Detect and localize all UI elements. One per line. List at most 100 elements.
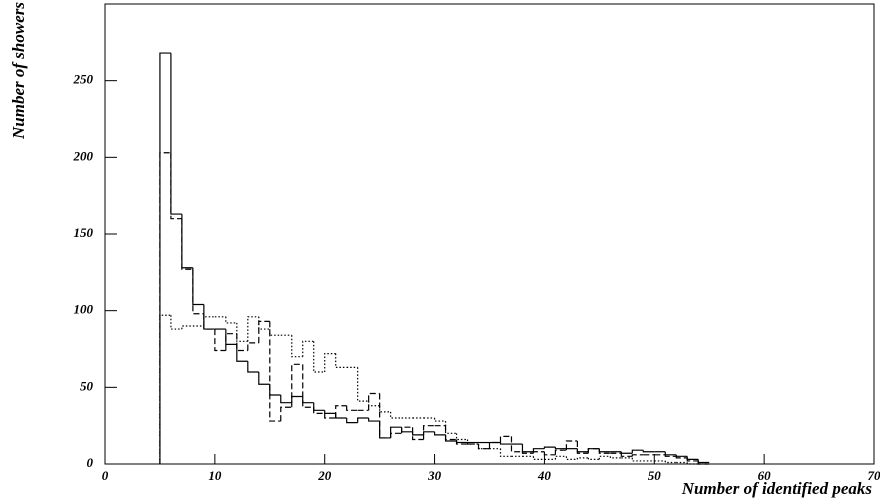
histogram-step: [587, 448, 600, 454]
histogram-step: [532, 451, 545, 454]
histogram-step: [379, 393, 391, 439]
y-tick-label: 150: [74, 225, 94, 240]
histogram-step: [368, 418, 380, 422]
histogram-step: [598, 455, 611, 460]
histogram-step: [313, 341, 325, 373]
histogram-step: [686, 457, 699, 462]
histogram-step: [181, 214, 193, 269]
histogram-step: [477, 444, 490, 450]
histogram-step: [390, 432, 402, 438]
histogram-step: [390, 411, 402, 419]
histogram-step: [587, 457, 600, 460]
histogram-step: [675, 454, 688, 457]
histogram-step: [258, 316, 270, 330]
histogram-step: [181, 325, 193, 330]
histogram-step: [324, 410, 336, 414]
histogram-step: [631, 457, 644, 462]
x-tick-label: 70: [868, 468, 880, 483]
histogram-step: [368, 401, 380, 407]
histogram-step: [444, 425, 457, 441]
histogram-step: [159, 52, 171, 464]
y-tick-label: 200: [73, 148, 94, 163]
histogram-step: [368, 392, 380, 411]
histogram-step: [324, 413, 336, 419]
histogram-step: [455, 441, 468, 444]
histogram-step: [313, 402, 325, 411]
histogram-step: [236, 322, 248, 342]
histogram-step: [258, 372, 270, 385]
histogram-step: [664, 451, 677, 456]
histogram-step: [499, 442, 512, 445]
histogram-step: [170, 315, 182, 330]
histogram-step: [170, 53, 182, 215]
histogram-step: [357, 367, 369, 402]
histogram-step: [433, 418, 446, 422]
histogram-step: [335, 413, 347, 419]
histogram-step: [444, 434, 457, 442]
x-axis-label: Number of identified peaks: [681, 479, 873, 498]
x-tick-label: 10: [208, 468, 222, 483]
x-tick-label: 0: [102, 468, 109, 483]
histogram-step: [444, 421, 457, 434]
histogram-step: [335, 353, 347, 368]
histogram-step: [192, 267, 204, 306]
y-tick-label: 0: [87, 455, 94, 470]
histogram-step: [477, 444, 490, 450]
histogram-step: [609, 456, 622, 459]
histogram-step: [565, 440, 578, 451]
histogram-step: [225, 333, 237, 351]
histogram-step: [554, 449, 567, 455]
histogram-step: [181, 218, 193, 270]
histogram-step: [576, 448, 589, 453]
histogram-step: [379, 421, 391, 439]
histogram-step: [225, 329, 237, 345]
histogram-step: [412, 431, 424, 436]
histogram-step: [159, 152, 171, 464]
histogram-step: [521, 451, 534, 454]
histogram-step: [576, 457, 589, 460]
histogram-step: [291, 395, 303, 403]
histogram-step: [170, 152, 182, 220]
histogram-step: [532, 456, 545, 460]
histogram-step: [675, 456, 688, 459]
y-axis-label: Number of showers: [9, 2, 28, 140]
histogram-step: [631, 454, 644, 457]
histogram-step: [620, 453, 633, 457]
histogram-step: [346, 418, 358, 424]
histogram-step: [280, 406, 292, 422]
histogram-step: [620, 451, 633, 454]
histogram-step: [499, 435, 512, 443]
histogram-step: [631, 449, 644, 454]
histogram-step: [192, 269, 204, 315]
histogram-step: [159, 314, 171, 464]
histogram-step: [291, 363, 303, 408]
histogram-step: [565, 456, 578, 460]
histogram-step: [203, 316, 215, 326]
plot-frame: [104, 3, 875, 465]
histogram-step: [401, 427, 413, 433]
histogram-step: [225, 316, 237, 324]
histogram-step: [247, 316, 259, 342]
histogram-step: [357, 417, 369, 423]
x-tick-label: 60: [758, 468, 772, 483]
x-tick-label: 40: [537, 468, 552, 483]
histogram-step: [302, 340, 314, 357]
histogram-step: [214, 329, 226, 352]
histogram-step: [291, 335, 303, 358]
y-tick-label: 250: [73, 72, 94, 87]
histogram-step: [422, 431, 435, 435]
histogram-step: [269, 329, 281, 336]
histogram-step: [598, 448, 611, 453]
histogram-step: [269, 321, 281, 422]
histogram-step: [455, 433, 468, 441]
histogram-step: [313, 407, 325, 414]
histogram-step: [302, 396, 314, 404]
histogram-step: [686, 456, 699, 460]
histogram-step: [543, 446, 556, 449]
histogram-step: [510, 436, 523, 453]
histogram-step: [642, 450, 655, 453]
histogram-step: [499, 448, 512, 457]
histogram-step: [543, 451, 556, 456]
histogram-step: [269, 384, 281, 396]
histogram-step: [433, 431, 446, 436]
